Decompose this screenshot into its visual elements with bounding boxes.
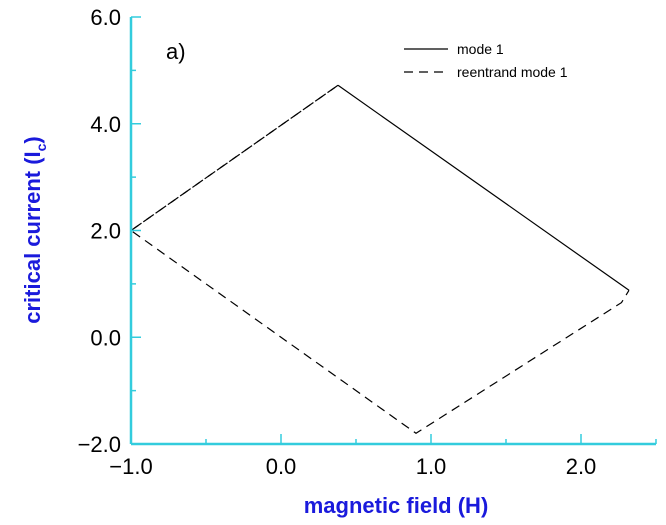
tick-labels: −2.0 0.0 2.0 4.0 6.0 −1.0 0.0 1.0 2.0 bbox=[78, 5, 597, 479]
x-tick-label: 2.0 bbox=[566, 454, 597, 479]
axes bbox=[129, 17, 656, 446]
y-tick-label: 6.0 bbox=[90, 5, 121, 30]
y-tick-label: 4.0 bbox=[90, 112, 121, 137]
series-line-1 bbox=[129, 84, 630, 435]
ticks bbox=[130, 16, 657, 445]
legend-label-reentrand: reentrand mode 1 bbox=[457, 64, 568, 80]
legend: mode 1 reentrand mode 1 bbox=[404, 41, 568, 80]
series-line-2 bbox=[130, 84, 339, 231]
x-axis-title: magnetic field (H) bbox=[304, 493, 489, 518]
y-axis-title-sub: c bbox=[33, 143, 49, 151]
x-tick-label: −1.0 bbox=[109, 454, 152, 479]
y-tick-label: 0.0 bbox=[90, 325, 121, 350]
annotation-label: a) bbox=[166, 39, 186, 64]
y-axis-title-close: ) bbox=[20, 136, 45, 143]
y-axis-title: critical current (Ic) bbox=[20, 136, 49, 324]
plot-lines bbox=[129, 84, 630, 435]
series-line-0 bbox=[337, 84, 630, 291]
y-tick-label: 2.0 bbox=[90, 219, 121, 244]
x-tick-label: 1.0 bbox=[416, 454, 447, 479]
legend-label-mode-1: mode 1 bbox=[457, 41, 504, 57]
x-tick-label: 0.0 bbox=[266, 454, 297, 479]
y-tick-label: −2.0 bbox=[78, 432, 121, 457]
y-axis-title-main: critical current (I bbox=[20, 151, 45, 323]
